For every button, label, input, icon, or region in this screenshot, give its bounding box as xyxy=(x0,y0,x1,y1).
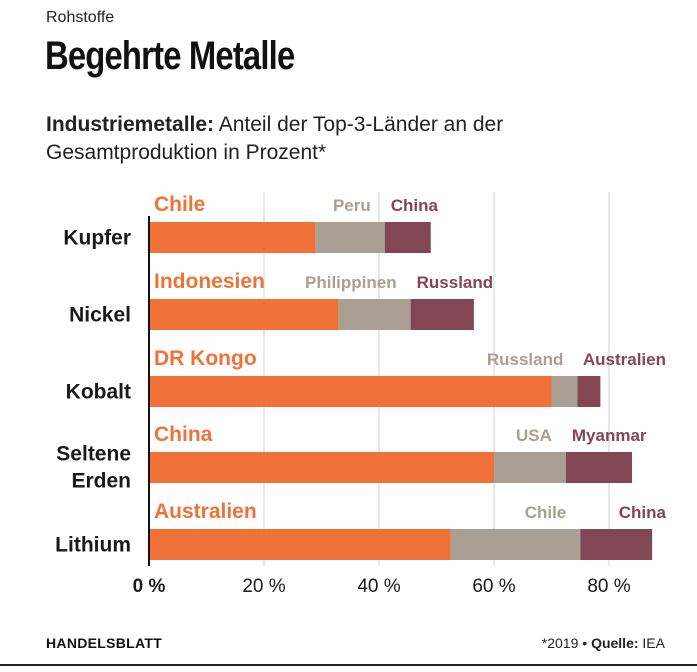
subtitle-bold: Industriemetalle: xyxy=(46,113,215,136)
source-note: *2019 • Quelle: IEA xyxy=(541,635,665,651)
category-label: Nickel xyxy=(69,304,131,327)
bar-segment xyxy=(580,529,653,560)
segment-label: Russland xyxy=(417,273,494,292)
bar-segment xyxy=(149,222,316,253)
source-value: IEA xyxy=(642,635,665,651)
bar-segment xyxy=(494,452,566,483)
segment-label: Philippinen xyxy=(305,273,397,292)
segment-label: Myanmar xyxy=(572,426,647,445)
chart-title: Begehrte Metalle xyxy=(45,34,295,78)
segment-label: USA xyxy=(516,426,552,445)
bar-chart: Chile Peru China Indonesien Philippinen Russl… xyxy=(55,192,667,597)
bar-segment xyxy=(315,222,385,253)
segment-label: Peru xyxy=(333,196,371,215)
segment-label: Australien xyxy=(583,350,666,369)
tick-label: 20 % xyxy=(242,576,285,597)
segment-label: Chile xyxy=(525,503,567,522)
segment-label: Indonesien xyxy=(154,270,265,293)
chart-subtitle: Industriemetalle: Anteil der Top-3-Lände… xyxy=(46,111,606,167)
brand-label: HANDELSBLATT xyxy=(46,635,163,651)
bar-segment xyxy=(551,376,578,407)
segment-label: China xyxy=(391,196,439,215)
bar-segment xyxy=(338,299,411,330)
bar-segment xyxy=(450,529,581,560)
bar-segment xyxy=(410,299,474,330)
bar-segment xyxy=(384,222,431,253)
tick-label: 60 % xyxy=(472,576,515,597)
segment-label: China xyxy=(619,503,667,522)
bar-segment xyxy=(565,452,632,483)
tick-label: 40 % xyxy=(357,576,400,597)
footnote: *2019 xyxy=(541,635,579,651)
segment-label: Russland xyxy=(487,350,564,369)
category-label: Kupfer xyxy=(63,227,131,250)
category-label: Seltene xyxy=(56,443,131,466)
bottom-rule xyxy=(0,664,697,666)
bar-segment xyxy=(149,376,552,407)
source-label: Quelle: xyxy=(591,635,639,651)
segment-label: DR Kongo xyxy=(154,347,257,370)
bar-segment xyxy=(149,299,339,330)
tick-label: 80 % xyxy=(587,576,630,597)
segment-label: China xyxy=(154,423,213,446)
bar-segment xyxy=(149,452,494,483)
kicker: Rohstoffe xyxy=(46,9,115,26)
segment-label: Chile xyxy=(154,193,205,216)
bar-segment xyxy=(577,376,601,407)
category-label: Lithium xyxy=(55,534,131,557)
category-label: Erden xyxy=(71,470,131,493)
segment-label: Australien xyxy=(154,500,257,523)
bar-segment xyxy=(149,529,451,560)
subtitle-rest: Anteil der Top-3-Länder an der Gesamtpro… xyxy=(46,113,504,164)
category-label: Kobalt xyxy=(66,381,131,404)
tick-label: 0 % xyxy=(133,576,166,597)
